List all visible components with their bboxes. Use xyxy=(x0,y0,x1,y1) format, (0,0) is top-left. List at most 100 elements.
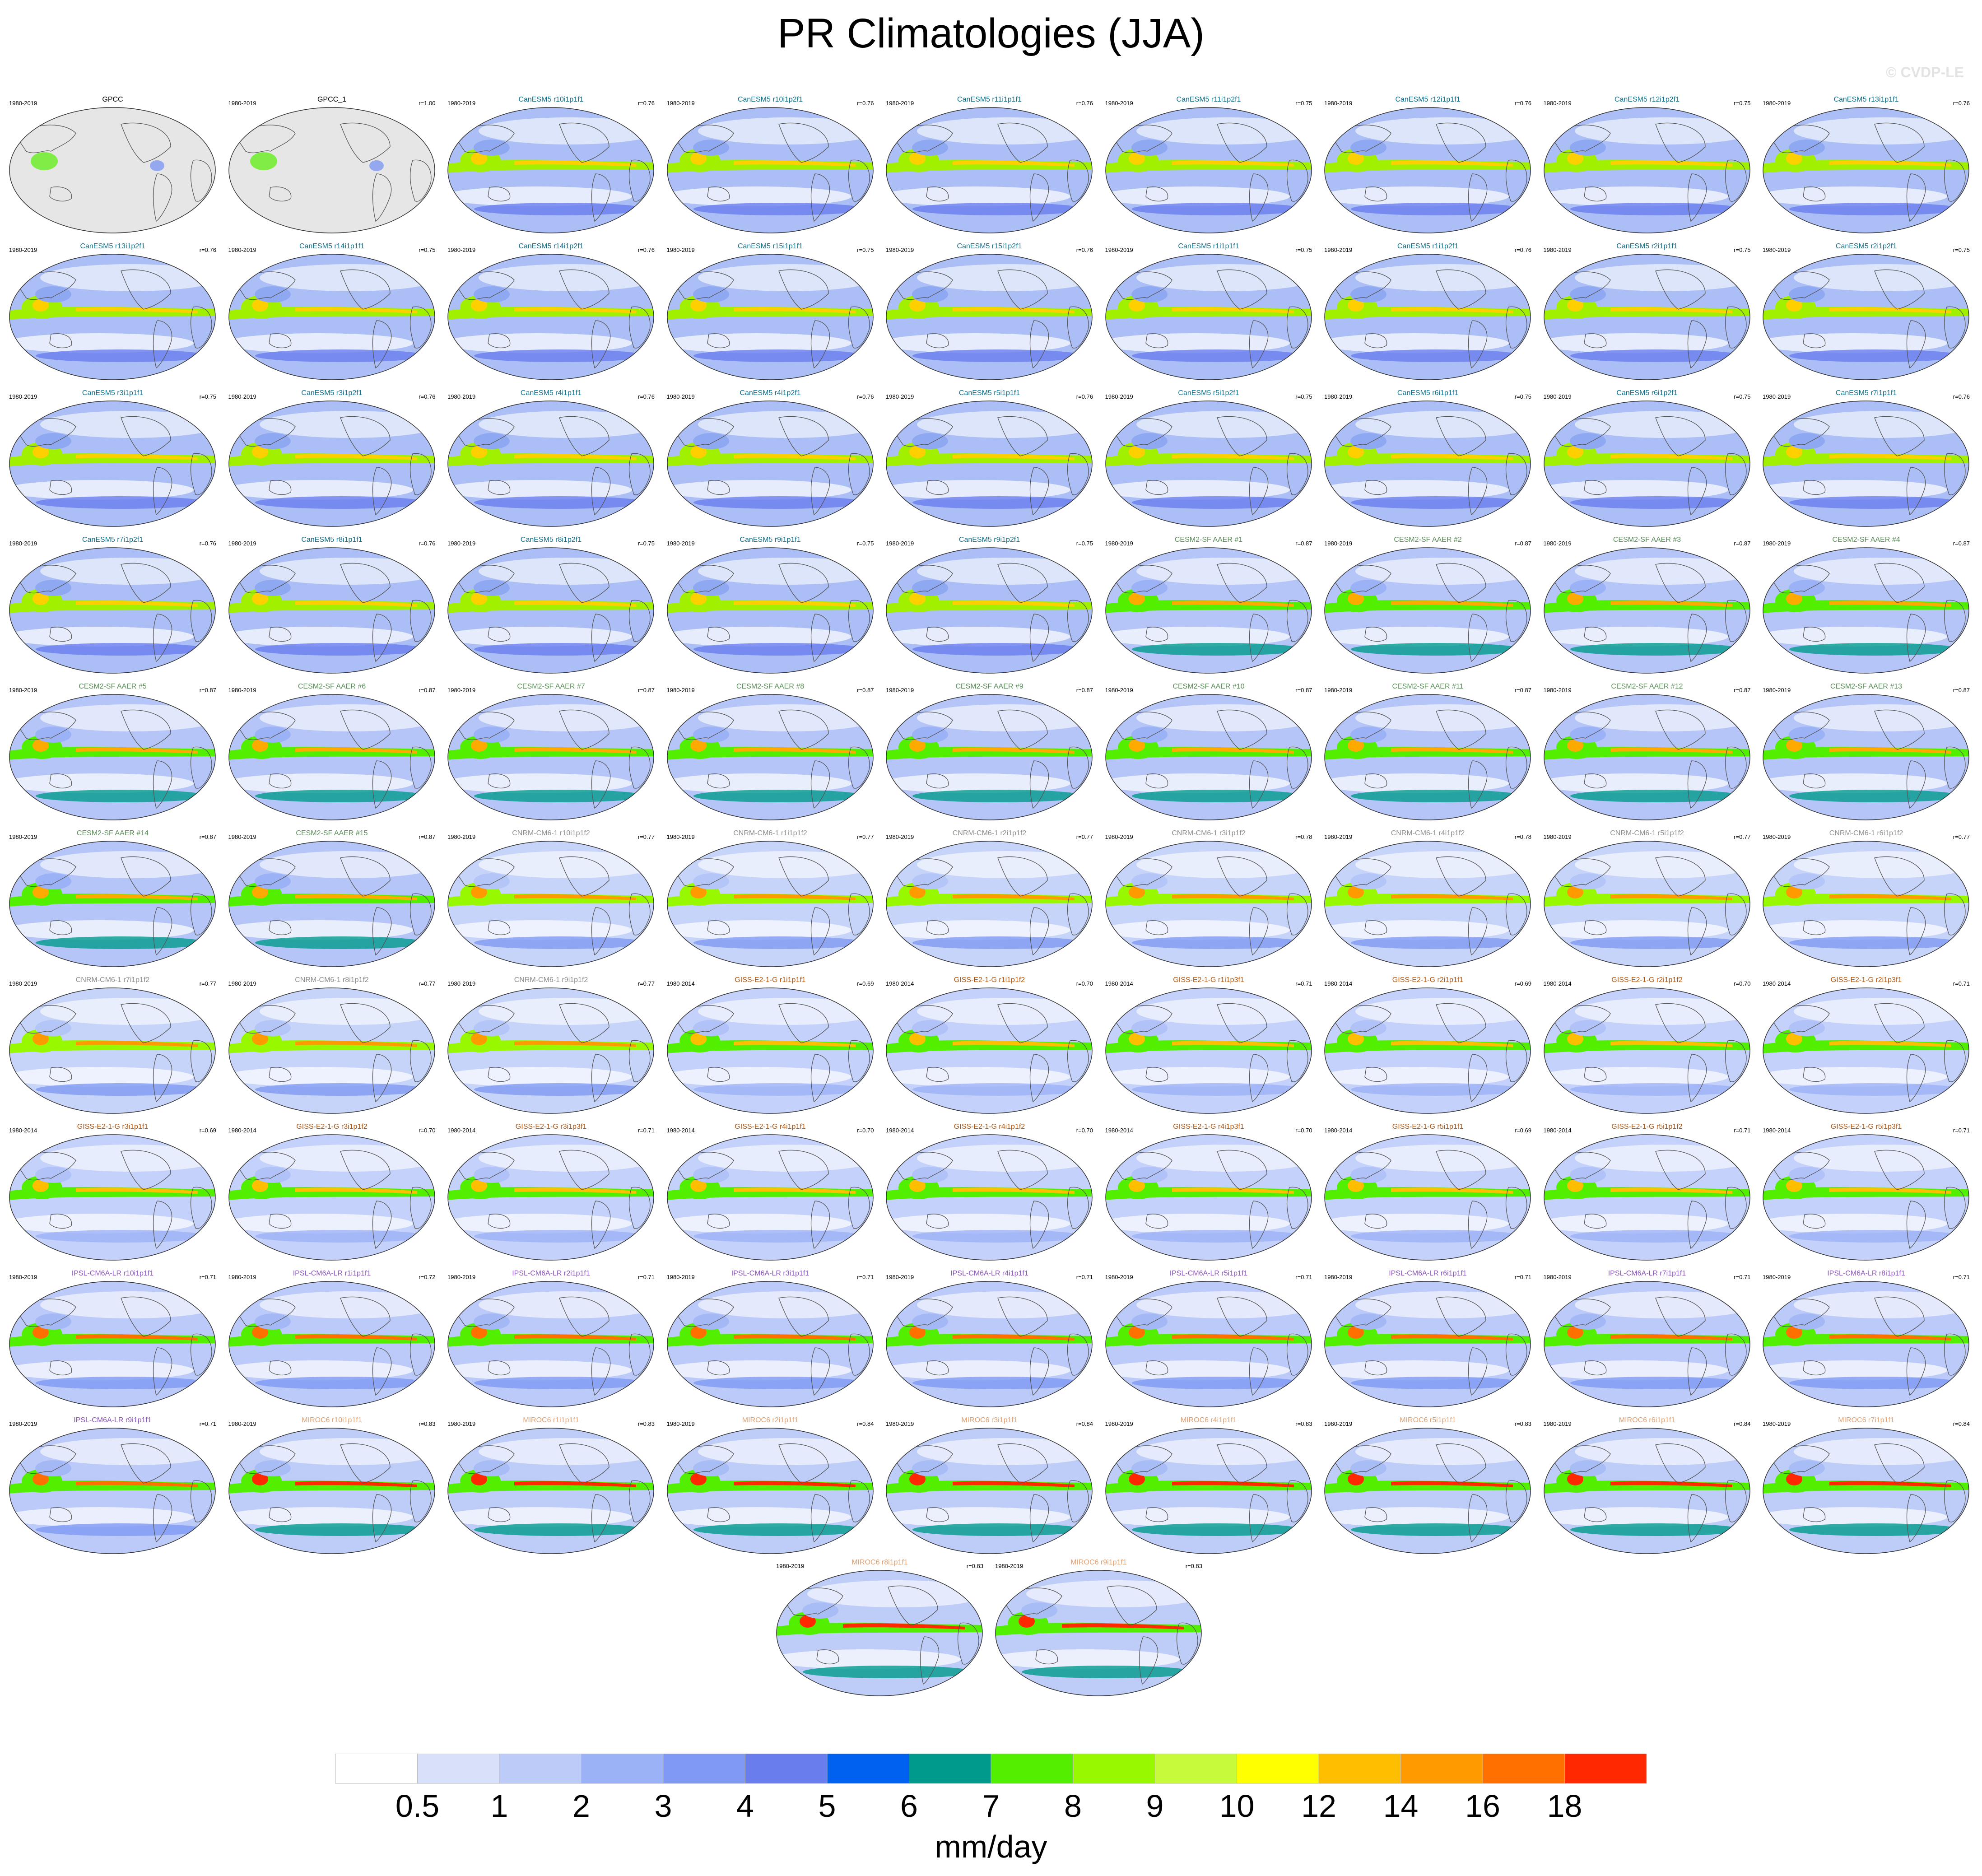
colorbar-tick-label: 2 xyxy=(572,1788,590,1824)
panel-correlation: r=0.70 xyxy=(1076,980,1093,987)
map-panel: 1980-2019 IPSL-CM6A-LR r5i1p1f1 r=0.71 xyxy=(1102,1270,1316,1416)
robinson-map xyxy=(1324,987,1531,1114)
panel-correlation: r=0.75 xyxy=(199,393,216,400)
panel-period: 1980-2019 xyxy=(666,393,695,400)
robinson-map xyxy=(1543,547,1750,674)
colorbar-tick-label: 0.5 xyxy=(395,1788,440,1824)
panel-title: CNRM-CM6-1 r2i1p1f2 xyxy=(952,829,1027,837)
map-panel: 1980-2019 CESM2-SF AAER #12 r=0.87 xyxy=(1540,683,1754,829)
panel-period: 1980-2019 xyxy=(228,687,256,694)
panel-correlation: r=0.71 xyxy=(1295,1274,1312,1280)
map-panel: 1980-2014 GISS-E2-1-G r5i1p1f1 r=0.69 xyxy=(1321,1123,1535,1270)
colorbar-tick-label: 18 xyxy=(1547,1788,1582,1824)
map-panel: 1980-2019 CanESM5 r9i1p1f1 r=0.75 xyxy=(663,536,878,683)
map-panel: 1980-2019 IPSL-CM6A-LR r6i1p1f1 r=0.71 xyxy=(1321,1270,1535,1416)
panel-correlation: r=0.71 xyxy=(857,1274,874,1280)
map-panel: 1980-2019 CanESM5 r1i1p2f1 r=0.76 xyxy=(1321,242,1535,389)
map-panel: 1980-2019 CESM2-SF AAER #11 r=0.87 xyxy=(1321,683,1535,829)
panel-title: CESM2-SF AAER #5 xyxy=(79,683,147,690)
map-panel: 1980-2014 GISS-E2-1-G r4i1p1f1 r=0.70 xyxy=(663,1123,878,1270)
panel-title: MIROC6 r9i1p1f1 xyxy=(1070,1559,1127,1566)
panel-period: 1980-2019 xyxy=(9,247,37,253)
panel-title: GISS-E2-1-G r5i1p1f2 xyxy=(1611,1123,1683,1131)
panel-title: CanESM5 r4i1p1f1 xyxy=(520,389,582,397)
panel-correlation: r=0.87 xyxy=(857,687,874,694)
panel-title: GISS-E2-1-G r5i1p3f1 xyxy=(1830,1123,1902,1131)
robinson-map xyxy=(1105,400,1312,527)
robinson-map xyxy=(1324,254,1531,380)
map-panel: 1980-2019 CESM2-SF AAER #7 r=0.87 xyxy=(444,683,658,829)
map-panel: 1980-2019 IPSL-CM6A-LR r3i1p1f1 r=0.71 xyxy=(663,1270,878,1416)
panel-correlation: r=0.75 xyxy=(1734,393,1751,400)
panel-period: 1980-2019 xyxy=(1105,833,1133,840)
panel-period: 1980-2014 xyxy=(228,1127,256,1134)
map-panels-grid: 1980-2019 GPCC 1980-2019 GPCC_1 r=1.00 1980-2… xyxy=(5,96,1970,1696)
robinson-map xyxy=(1543,694,1750,820)
map-panel: 1980-2019 CanESM5 r6i1p1f1 r=0.75 xyxy=(1321,389,1535,536)
panel-correlation: r=0.71 xyxy=(1295,980,1312,987)
robinson-map xyxy=(9,694,216,820)
panel-period: 1980-2019 xyxy=(447,833,476,840)
robinson-map xyxy=(447,1428,654,1554)
panel-period: 1980-2019 xyxy=(666,247,695,253)
panel-period: 1980-2014 xyxy=(1324,980,1353,987)
panel-period: 1980-2019 xyxy=(1763,540,1791,547)
robinson-map xyxy=(9,1281,216,1407)
panel-correlation: r=0.87 xyxy=(1514,540,1531,547)
colorbar-swatch xyxy=(1318,1754,1401,1784)
panel-correlation: r=0.76 xyxy=(1953,100,1970,107)
colorbar-swatch xyxy=(1154,1754,1237,1784)
panel-correlation: r=0.77 xyxy=(199,980,216,987)
panel-period: 1980-2019 xyxy=(1763,687,1791,694)
robinson-map xyxy=(666,1281,874,1407)
panel-title: CNRM-CM6-1 r5i1p1f2 xyxy=(1610,829,1684,837)
panel-correlation: r=0.78 xyxy=(1295,833,1312,840)
panel-title: IPSL-CM6A-LR r5i1p1f1 xyxy=(1169,1270,1248,1277)
colorbar-swatch xyxy=(499,1754,582,1784)
panel-correlation: r=0.76 xyxy=(1076,393,1093,400)
robinson-map xyxy=(228,1134,435,1261)
colorbar-swatch xyxy=(1482,1754,1565,1784)
robinson-map xyxy=(1763,400,1969,527)
panel-title: CNRM-CM6-1 r7i1p1f2 xyxy=(75,976,150,984)
map-panel: 1980-2019 GPCC_1 r=1.00 xyxy=(225,96,439,242)
panel-correlation: r=0.76 xyxy=(1514,247,1531,253)
map-panel: 1980-2019 CNRM-CM6-1 r2i1p1f2 r=0.77 xyxy=(882,829,1097,976)
robinson-map xyxy=(1324,107,1531,233)
panel-period: 1980-2019 xyxy=(447,980,476,987)
panel-correlation: r=0.83 xyxy=(1185,1563,1202,1569)
map-panel: 1980-2019 IPSL-CM6A-LR r10i1p1f1 r=0.71 xyxy=(5,1270,220,1416)
colorbar-tick-label: 6 xyxy=(900,1788,918,1824)
panel-period: 1980-2019 xyxy=(666,100,695,107)
robinson-map xyxy=(1324,400,1531,527)
map-panel: 1980-2019 CanESM5 r5i1p1f1 r=0.76 xyxy=(882,389,1097,536)
panel-correlation: r=0.71 xyxy=(637,1127,655,1134)
map-panel: 1980-2019 CESM2-SF AAER #1 r=0.87 xyxy=(1102,536,1316,683)
panel-correlation: r=0.87 xyxy=(1953,540,1970,547)
panel-period: 1980-2019 xyxy=(886,100,914,107)
map-panel: 1980-2019 MIROC6 r5i1p1f1 r=0.83 xyxy=(1321,1416,1535,1563)
panel-period: 1980-2014 xyxy=(886,980,914,987)
panel-correlation: r=0.76 xyxy=(1514,100,1531,107)
panel-correlation: r=0.83 xyxy=(1295,1420,1312,1427)
panel-correlation: r=0.71 xyxy=(637,1274,655,1280)
panel-title: GISS-E2-1-G r3i1p1f1 xyxy=(77,1123,149,1131)
map-panel: 1980-2014 GISS-E2-1-G r2i1p1f1 r=0.69 xyxy=(1321,976,1535,1123)
panel-correlation: r=0.72 xyxy=(419,1274,436,1280)
map-panel: 1980-2014 GISS-E2-1-G r3i1p3f1 r=0.71 xyxy=(444,1123,658,1270)
panel-title: CESM2-SF AAER #8 xyxy=(736,683,805,690)
map-panel: 1980-2019 CanESM5 r15i1p2f1 r=0.76 xyxy=(882,242,1097,389)
robinson-map xyxy=(666,694,874,820)
panel-title: MIROC6 r5i1p1f1 xyxy=(1400,1416,1456,1424)
panel-period: 1980-2019 xyxy=(228,540,256,547)
panel-title: CanESM5 r14i1p1f1 xyxy=(299,242,365,250)
robinson-map xyxy=(228,841,435,967)
panel-period: 1980-2014 xyxy=(447,1127,476,1134)
robinson-map xyxy=(1543,1428,1750,1554)
map-panel: 1980-2019 CESM2-SF AAER #5 r=0.87 xyxy=(5,683,220,829)
panel-period: 1980-2019 xyxy=(447,247,476,253)
panel-period: 1980-2019 xyxy=(447,393,476,400)
panel-title: MIROC6 r7i1p1f1 xyxy=(1838,1416,1894,1424)
robinson-map xyxy=(1324,547,1531,674)
panel-title: CESM2-SF AAER #10 xyxy=(1172,683,1245,690)
